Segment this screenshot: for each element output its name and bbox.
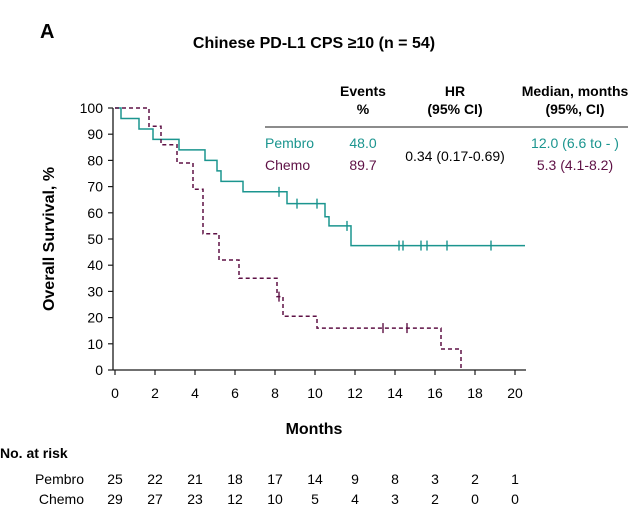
y-tick-label: 10 (87, 336, 103, 352)
y-tick-label: 100 (80, 100, 104, 116)
x-tick-label: 20 (507, 385, 523, 401)
summary-hr-value: 0.34 (0.17-0.69) (405, 148, 505, 164)
hr-header-line1: HR (445, 83, 465, 99)
x-tick-label: 18 (467, 385, 483, 401)
summary-chemo-median: 5.3 (4.1-8.2) (537, 157, 613, 173)
at-risk-pembro-value: 2 (471, 471, 479, 487)
at-risk-chemo-value: 27 (147, 491, 163, 507)
at-risk-pembro-value: 9 (351, 471, 359, 487)
x-tick-label: 4 (191, 385, 199, 401)
at-risk-chemo-value: 5 (311, 491, 319, 507)
x-tick-label: 8 (271, 385, 279, 401)
at-risk-chemo-label: Chemo (39, 491, 84, 507)
series-layer (115, 107, 525, 370)
at-risk-pembro-value: 17 (267, 471, 283, 487)
at-risk-chemo-value: 23 (187, 491, 203, 507)
summary-table: Events % HR (95% CI) Median, months (95%… (265, 83, 628, 173)
median-header-line1: Median, months (522, 83, 629, 99)
x-tick-label: 10 (307, 385, 323, 401)
at-risk-pembro-value: 8 (391, 471, 399, 487)
y-tick-label: 0 (95, 362, 103, 378)
y-axis-label: Overall Survival, % (41, 167, 58, 311)
at-risk-pembro-value: 21 (187, 471, 203, 487)
at-risk-chemo-value: 29 (107, 491, 123, 507)
y-tick-label: 90 (87, 126, 103, 142)
events-header-line2: % (357, 101, 370, 117)
summary-chemo-label: Chemo (265, 157, 310, 173)
at-risk-chemo-value: 2 (431, 491, 439, 507)
pembro-survival-curve (115, 107, 525, 247)
at-risk-chemo-value: 12 (227, 491, 243, 507)
summary-chemo-events: 89.7 (349, 157, 376, 173)
at-risk-chemo-value: 10 (267, 491, 283, 507)
at-risk-pembro-value: 1 (511, 471, 519, 487)
x-tick-label: 16 (427, 385, 443, 401)
summary-pembro-median: 12.0 (6.6 to - ) (531, 135, 619, 151)
at-risk-pembro-value: 3 (431, 471, 439, 487)
at-risk-chemo-value: 3 (391, 491, 399, 507)
at-risk-values: 25 22 21 18 17 14 9 8 3 2 129 27 23 12 10 5 4 3 2 0 0 (107, 471, 519, 507)
median-header-line2: (95%, CI) (545, 101, 604, 117)
summary-pembro-label: Pembro (265, 135, 314, 151)
panel-label: A (40, 21, 54, 43)
y-tick-label: 80 (87, 152, 103, 168)
at-risk-pembro-value: 22 (147, 471, 163, 487)
x-tick-label: 6 (231, 385, 239, 401)
hr-header-line2: (95% CI) (427, 101, 482, 117)
y-tick-label: 50 (87, 231, 103, 247)
at-risk-pembro-value: 14 (307, 471, 323, 487)
at-risk-pembro-value: 25 (107, 471, 123, 487)
summary-pembro-events: 48.0 (349, 135, 376, 151)
chemo-survival-curve (115, 107, 462, 370)
at-risk-header: No. at risk (0, 445, 68, 461)
ticks-layer: 0 10 20 30 40 50 60 70 80 90 100 0 2 4 6 8 10 12 14 16 18 20 (80, 100, 523, 401)
at-risk-chemo-value: 0 (511, 491, 519, 507)
y-tick-label: 30 (87, 283, 103, 299)
at-risk-pembro-value: 18 (227, 471, 243, 487)
events-header-line1: Events (340, 83, 386, 99)
at-risk-table: No. at risk Pembro Chemo 25 22 21 18 17 14 9 8 3… (0, 445, 519, 507)
y-tick-label: 70 (87, 179, 103, 195)
at-risk-pembro-label: Pembro (35, 471, 84, 487)
x-tick-label: 2 (151, 385, 159, 401)
at-risk-chemo-value: 0 (471, 491, 479, 507)
y-tick-label: 40 (87, 257, 103, 273)
y-tick-label: 60 (87, 205, 103, 221)
y-tick-label: 20 (87, 310, 103, 326)
x-tick-label: 0 (111, 385, 119, 401)
x-axis-label: Months (286, 421, 343, 438)
at-risk-chemo-value: 4 (351, 491, 359, 507)
x-tick-label: 12 (347, 385, 363, 401)
chart-title: Chinese PD-L1 CPS ≥10 (n = 54) (193, 35, 435, 52)
x-tick-label: 14 (387, 385, 403, 401)
